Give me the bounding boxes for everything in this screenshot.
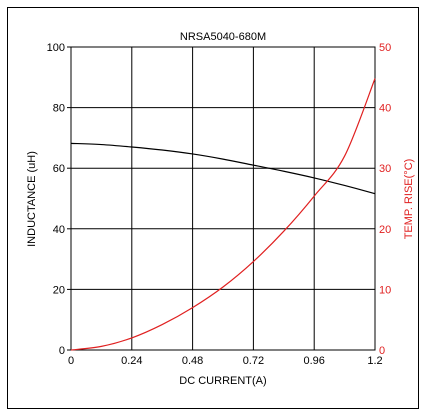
- y-tick-label: 40: [53, 224, 65, 236]
- x-tick-label: 0.48: [182, 355, 203, 367]
- y-axis-right-ticks: 0 10 20 30 40 50: [379, 42, 391, 357]
- plot-frame: [70, 46, 376, 351]
- y-tick-label: 100: [47, 42, 65, 54]
- grid: [71, 47, 375, 350]
- chart-title: NRSA5040-680M: [180, 31, 266, 43]
- y-axis-right-label: TEMP. RISE(°C): [403, 159, 415, 240]
- x-tick-label: 1.2: [367, 355, 382, 367]
- x-tick-label: 0.24: [121, 355, 142, 367]
- series-group: [70, 78, 376, 351]
- y-axis-ticks: 0 20 40 60 80 100: [47, 42, 71, 357]
- x-axis-label: DC CURRENT(A): [179, 375, 266, 387]
- temp-rise-line: [70, 78, 376, 351]
- y-right-tick-label: 0: [379, 345, 385, 357]
- y-axis-label: INDUCTANCE (uH): [26, 151, 38, 247]
- y-right-tick-label: 20: [379, 224, 391, 236]
- y-tick-label: 60: [53, 163, 65, 175]
- inductance-line: [70, 142, 376, 195]
- y-right-tick-label: 50: [379, 42, 391, 54]
- x-tick-label: 0: [68, 355, 74, 367]
- y-tick-label: 80: [53, 103, 65, 115]
- y-right-tick-label: 40: [379, 103, 391, 115]
- y-right-tick-label: 10: [379, 284, 391, 296]
- y-tick-label: 0: [59, 345, 65, 357]
- y-right-tick-label: 30: [379, 163, 391, 175]
- chart-border: [7, 7, 419, 409]
- x-tick-label: 0.72: [243, 355, 264, 367]
- x-axis-ticks: 0 0.24 0.48 0.72 0.96 1.2: [68, 355, 383, 367]
- x-tick-label: 0.96: [303, 355, 324, 367]
- y-tick-label: 20: [53, 284, 65, 296]
